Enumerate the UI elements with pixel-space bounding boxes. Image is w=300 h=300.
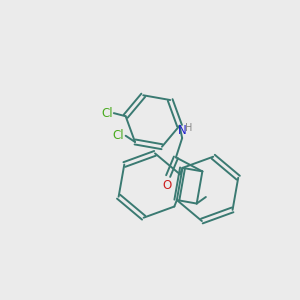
Text: Cl: Cl bbox=[113, 129, 124, 142]
Text: N: N bbox=[178, 124, 187, 137]
Text: Cl: Cl bbox=[101, 106, 112, 120]
Text: O: O bbox=[162, 178, 171, 191]
Text: H: H bbox=[185, 122, 193, 133]
